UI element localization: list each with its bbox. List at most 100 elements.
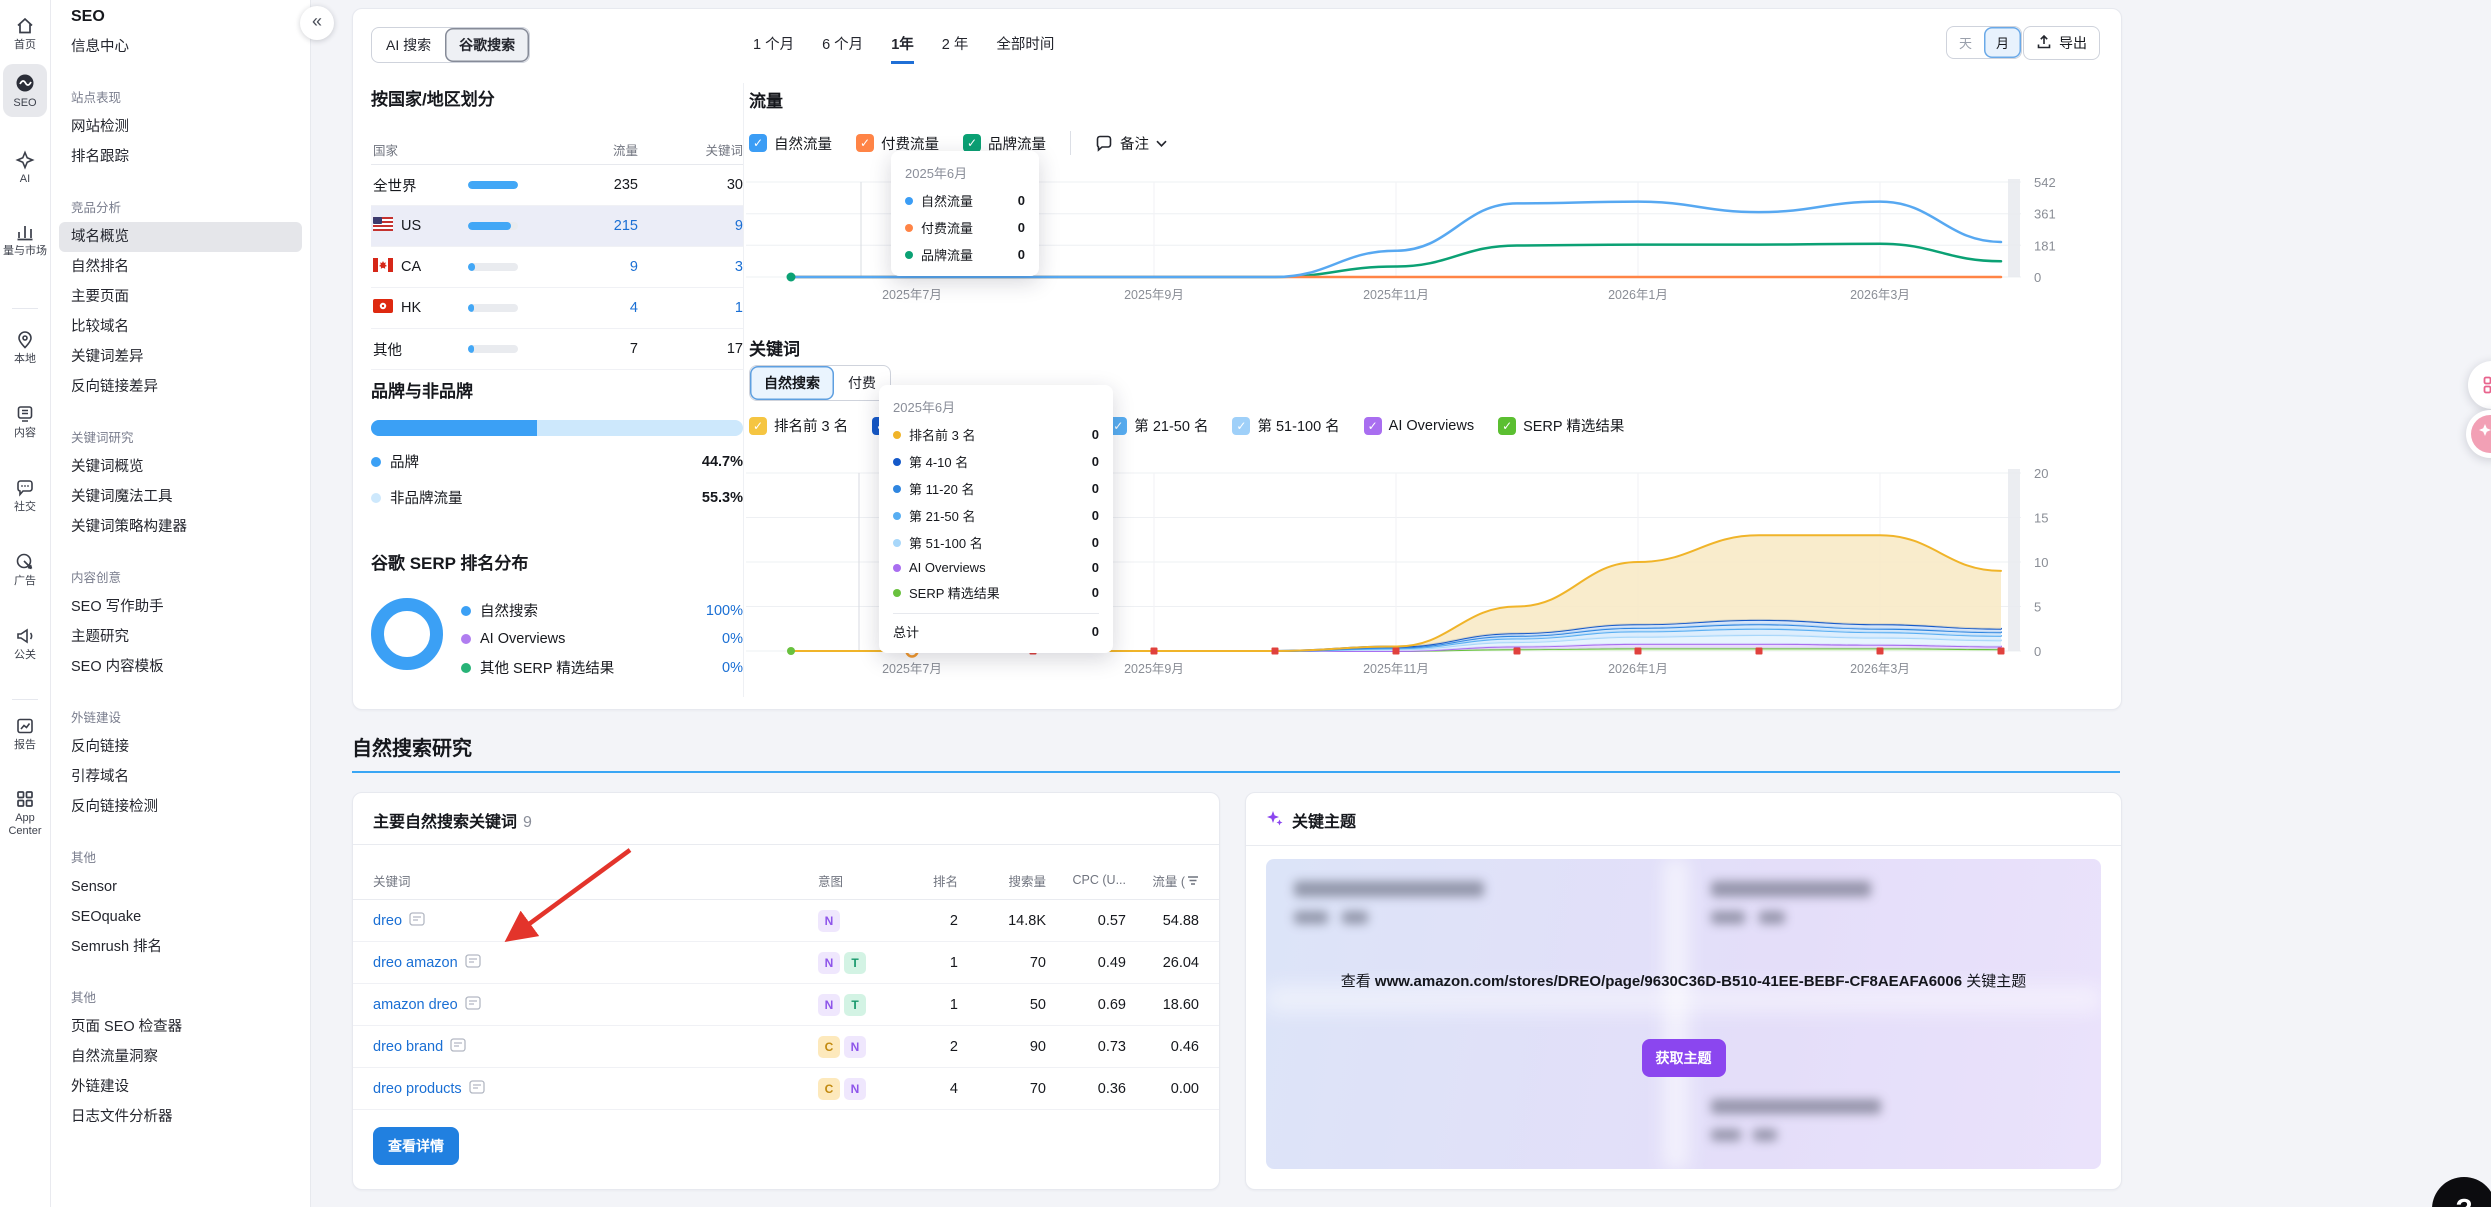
granularity-月[interactable]: 月	[1984, 27, 2022, 58]
sidebar-item-关键词概览[interactable]: 关键词概览	[71, 459, 144, 475]
get-topics-button[interactable]: 获取主题	[1641, 1039, 1726, 1077]
sidebar-item-自然排名[interactable]: 自然排名	[71, 259, 129, 275]
country-keywords[interactable]: 9	[734, 218, 743, 234]
country-traffic[interactable]: 4	[629, 300, 638, 316]
sidebar-item-域名概览[interactable]: 域名概览	[59, 222, 302, 252]
keyword-link[interactable]: dreo products	[373, 1080, 462, 1097]
floating-ai-assistant-button[interactable]: A	[2466, 410, 2491, 458]
country-row-全世界[interactable]: 全世界 235 30	[371, 165, 743, 206]
sidebar-item-SEO 写作助手[interactable]: SEO 写作助手	[71, 599, 164, 615]
sidebar-collapse-button[interactable]: «	[300, 6, 334, 40]
keyword-link[interactable]: dreo	[373, 912, 403, 929]
country-keywords[interactable]: 1	[734, 300, 743, 316]
filter-checkbox-第 21-50 名[interactable]: ✓ 第 21-50 名	[1109, 415, 1208, 436]
filter-checkbox-第 51-100 名[interactable]: ✓ 第 51-100 名	[1232, 415, 1340, 436]
intent-badge-N: N	[844, 1077, 866, 1100]
time-tab-2 年[interactable]: 2 年	[941, 37, 969, 53]
serp-preview-icon[interactable]	[464, 953, 481, 972]
sidebar-item-页面 SEO 检查器[interactable]: 页面 SEO 检查器	[71, 1019, 183, 1035]
rail-item-社交[interactable]: 社交	[0, 478, 50, 514]
sidebar-item-网站检测[interactable]: 网站检测	[71, 119, 129, 135]
legend-checkbox-品牌流量[interactable]: ✓ 品牌流量	[963, 133, 1046, 154]
rail-item-内容[interactable]: 内容	[0, 404, 50, 440]
rail-item-报告[interactable]: 报告	[0, 716, 50, 752]
sidebar-title: SEO	[71, 8, 105, 25]
sidebar-item-反向链接检测[interactable]: 反向链接检测	[71, 799, 158, 815]
ai-icon	[0, 150, 50, 170]
checkbox-icon: ✓	[749, 416, 767, 435]
sidebar-item-SEOquake[interactable]: SEOquake	[71, 909, 142, 925]
sidebar-item-引荐域名[interactable]: 引荐域名	[71, 769, 129, 785]
view-details-button[interactable]: 查看详情	[373, 1127, 459, 1165]
svg-text:0: 0	[2034, 644, 2041, 659]
keyword-row-amazon dreo: amazon dreo N T 1 50 0.69 18.60	[353, 984, 1219, 1026]
search-tab-谷歌搜索[interactable]: 谷歌搜索	[445, 28, 530, 62]
rail-item-量与市场[interactable]: 量与市场	[0, 222, 50, 258]
home-icon	[0, 16, 50, 36]
sidebar-item-关键词差异[interactable]: 关键词差异	[71, 349, 144, 365]
sidebar-item-比较域名[interactable]: 比较域名	[71, 319, 129, 335]
sidebar-item-反向链接差异[interactable]: 反向链接差异	[71, 379, 158, 395]
floating-apps-button[interactable]	[2468, 361, 2491, 409]
sidebar-item-排名跟踪[interactable]: 排名跟踪	[71, 149, 129, 165]
svg-text:542: 542	[2034, 175, 2056, 190]
sidebar-item-主要页面[interactable]: 主要页面	[71, 289, 129, 305]
brand-split-title: 品牌与非品牌	[371, 382, 473, 401]
country-row-CA[interactable]: CA 9 3	[371, 247, 743, 288]
svg-text:15: 15	[2034, 511, 2048, 526]
checkbox-icon: ✓	[1109, 416, 1128, 435]
country-row-HK[interactable]: HK 4 1	[371, 288, 743, 329]
sidebar-item-信息中心[interactable]: 信息中心	[71, 39, 129, 55]
sidebar-group-竞品分析: 竞品分析	[71, 201, 122, 215]
country-row-其他[interactable]: 其他 7 17	[371, 329, 743, 370]
serp-preview-icon[interactable]	[464, 995, 481, 1014]
sidebar-item-自然流量洞察[interactable]: 自然流量洞察	[71, 1049, 158, 1065]
time-tab-1 个月[interactable]: 1 个月	[753, 37, 795, 53]
sidebar-item-Semrush 排名[interactable]: Semrush 排名	[71, 939, 163, 955]
legend-checkbox-自然流量[interactable]: ✓ 自然流量	[749, 133, 832, 154]
keyword-link[interactable]: dreo brand	[373, 1038, 444, 1055]
filter-checkbox-AI Overviews[interactable]: ✓ AI Overviews	[1363, 416, 1474, 435]
rail-item-首页[interactable]: 首页	[0, 16, 50, 52]
sidebar-item-日志文件分析器[interactable]: 日志文件分析器	[71, 1109, 173, 1125]
filter-checkbox-SERP 精选结果[interactable]: ✓ SERP 精选结果	[1498, 415, 1624, 436]
granularity-天[interactable]: 天	[1959, 36, 1973, 51]
rail-item-本地[interactable]: 本地	[0, 330, 50, 366]
keyword-link[interactable]: amazon dreo	[373, 996, 458, 1013]
sidebar-item-反向链接[interactable]: 反向链接	[71, 739, 129, 755]
sidebar-item-Sensor[interactable]: Sensor	[71, 879, 117, 895]
country-keywords[interactable]: 3	[734, 259, 743, 275]
search-tab-AI 搜索[interactable]: AI 搜索	[386, 37, 432, 53]
keywords-tab-付费[interactable]: 付费	[848, 375, 876, 391]
sidebar-item-关键词魔法工具[interactable]: 关键词魔法工具	[71, 489, 173, 505]
sidebar-item-关键词策略构建器[interactable]: 关键词策略构建器	[71, 519, 187, 535]
time-tab-1年[interactable]: 1年	[891, 33, 914, 64]
country-traffic[interactable]: 9	[629, 259, 638, 275]
filter-checkbox-排名前 3 名[interactable]: ✓ 排名前 3 名	[749, 415, 848, 436]
serp-preview-icon[interactable]	[469, 1079, 485, 1098]
country-row-US[interactable]: US 215 9	[371, 206, 743, 247]
rail-item-AI[interactable]: AI	[0, 150, 50, 186]
rail-item-SEO[interactable]: SEO	[3, 64, 47, 117]
rail-item-App Center[interactable]: App Center	[0, 789, 50, 838]
app-rail: 首页 SEO AI 量与市场本地内容社交广告公关报告 App Center	[0, 0, 51, 1207]
keywords-tab-自然搜索[interactable]: 自然搜索	[750, 366, 834, 400]
sidebar-item-外链建设[interactable]: 外链建设	[71, 1079, 129, 1095]
rail-item-广告[interactable]: 广告	[0, 552, 50, 588]
svg-text:2025年9月: 2025年9月	[1124, 288, 1184, 302]
rail-item-公关[interactable]: 公关	[0, 626, 50, 662]
help-button[interactable]: ?	[2432, 1177, 2491, 1207]
export-button[interactable]: 导出	[2023, 26, 2100, 60]
time-tab-全部时间[interactable]: 全部时间	[996, 37, 1055, 53]
serp-preview-icon[interactable]	[450, 1037, 466, 1056]
country-traffic[interactable]: 215	[613, 218, 638, 234]
keyword-link[interactable]: dreo amazon	[373, 954, 458, 971]
serp-preview-icon[interactable]	[409, 911, 425, 930]
legend-checkbox-付费流量[interactable]: ✓ 付费流量	[856, 133, 939, 154]
sidebar-item-主题研究[interactable]: 主题研究	[71, 629, 129, 645]
time-tab-6 个月[interactable]: 6 个月	[822, 37, 864, 53]
sidebar-item-SEO 内容模板[interactable]: SEO 内容模板	[71, 659, 164, 675]
notes-dropdown[interactable]: 备注	[1095, 133, 1167, 154]
traffic-column-header[interactable]: 流量 (	[1126, 871, 1199, 890]
